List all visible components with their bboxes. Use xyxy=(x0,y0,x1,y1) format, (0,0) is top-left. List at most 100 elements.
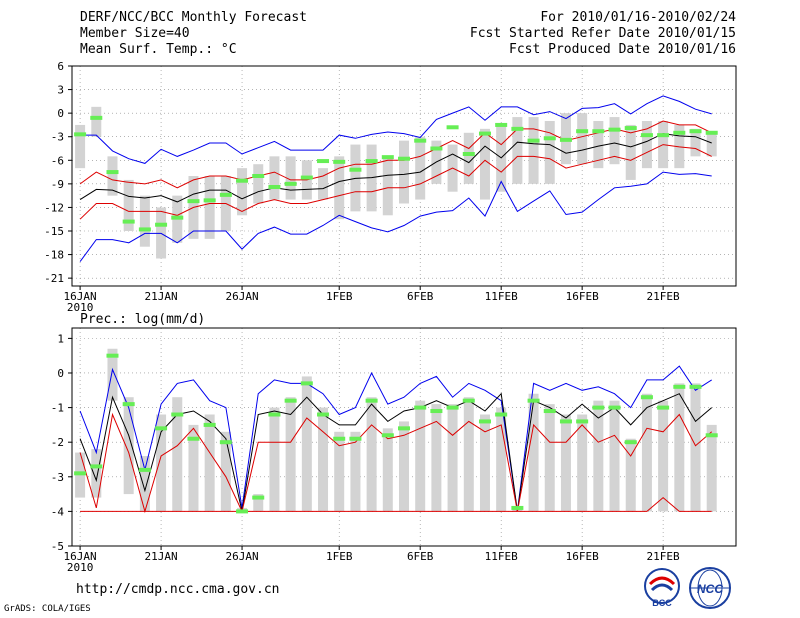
mode-marker xyxy=(203,422,216,427)
mode-marker xyxy=(268,185,281,189)
member-size: Member Size=40 xyxy=(80,26,190,41)
mode-marker xyxy=(138,467,151,472)
spread-box xyxy=(690,383,701,512)
mode-marker xyxy=(430,146,443,151)
mode-marker xyxy=(106,170,119,175)
y-tick-label: -9 xyxy=(51,178,64,191)
spread-box xyxy=(706,132,717,157)
mode-marker xyxy=(689,129,702,134)
mode-marker xyxy=(511,505,524,510)
spread-box xyxy=(382,428,393,512)
y-tick-label: -15 xyxy=(44,225,64,238)
y-tick-label: -1 xyxy=(51,402,64,415)
mode-marker xyxy=(349,436,362,441)
y-tick-label: 6 xyxy=(57,60,64,73)
spread-box xyxy=(415,136,426,200)
mode-marker xyxy=(657,405,670,410)
spread-box xyxy=(593,400,604,512)
spread-box xyxy=(204,414,215,512)
spread-box xyxy=(107,156,118,196)
mode-marker xyxy=(236,509,249,514)
mode-marker xyxy=(122,219,135,224)
spread-box xyxy=(107,348,118,401)
mode-marker xyxy=(414,138,427,143)
spread-box xyxy=(544,404,555,512)
spread-box xyxy=(496,407,507,512)
spread-box xyxy=(301,376,312,512)
mode-marker xyxy=(398,426,410,431)
mode-marker xyxy=(446,405,459,410)
mode-marker xyxy=(543,136,556,141)
mode-marker xyxy=(430,409,443,414)
mode-marker xyxy=(284,181,297,186)
x-tick-label: 26JAN xyxy=(225,550,258,563)
x-tick-label: 16FEB xyxy=(566,290,599,303)
spread-box xyxy=(544,121,555,184)
spread-box xyxy=(334,431,345,512)
bcc-logo-text: BCC xyxy=(652,598,672,608)
spread-box xyxy=(285,397,296,512)
y-tick-label: -5 xyxy=(51,540,64,553)
mode-marker xyxy=(576,129,589,134)
mode-marker xyxy=(122,402,135,407)
spread-box xyxy=(91,106,102,137)
mode-marker xyxy=(252,174,265,178)
mode-marker xyxy=(527,398,540,403)
plot-frame xyxy=(71,65,737,287)
mode-marker xyxy=(284,398,297,403)
spread-box xyxy=(463,397,474,512)
mode-marker xyxy=(171,412,184,417)
spread-box xyxy=(334,156,345,220)
mode-marker xyxy=(300,175,313,180)
mode-marker xyxy=(317,159,330,164)
mode-marker xyxy=(543,409,556,414)
mode-marker xyxy=(90,115,103,120)
y-tick-label: -21 xyxy=(44,272,64,285)
variable-name: Mean Surf. Temp.: °C xyxy=(80,42,237,57)
spread-box xyxy=(220,431,231,512)
series-upper-line xyxy=(79,120,712,189)
mode-marker xyxy=(155,426,168,431)
mode-marker xyxy=(171,215,184,220)
x-tick-label: 21FEB xyxy=(647,290,680,303)
spread-box xyxy=(625,438,636,512)
mode-marker xyxy=(74,132,87,137)
mode-marker xyxy=(462,398,475,403)
spread-box xyxy=(204,176,215,239)
mode-marker xyxy=(657,133,670,138)
spread-box xyxy=(625,124,636,180)
x-tick-label: 16JAN xyxy=(64,550,97,563)
y-tick-label: -18 xyxy=(44,249,64,262)
mode-marker xyxy=(640,395,653,400)
mode-marker xyxy=(624,440,637,445)
mode-marker xyxy=(138,227,151,232)
ncc-logo: NCC xyxy=(689,567,731,609)
x-tick-label: 21FEB xyxy=(647,550,680,563)
mode-marker xyxy=(495,122,508,127)
x-tick-label: 21JAN xyxy=(145,290,178,303)
spread-box xyxy=(577,414,588,512)
x-tick-label: 11FEB xyxy=(485,290,518,303)
fcst-start-date: Fcst Started Refer Date 2010/01/15 xyxy=(469,26,736,41)
spread-box xyxy=(479,128,490,200)
x-tick-label: 1FEB xyxy=(326,550,353,563)
mode-marker xyxy=(462,152,475,156)
mode-marker xyxy=(673,384,686,389)
spread-box xyxy=(318,168,329,200)
series-max-line xyxy=(80,95,712,164)
spread-box xyxy=(139,195,150,247)
mode-marker xyxy=(365,159,378,164)
mode-marker xyxy=(640,133,653,138)
spread-box xyxy=(188,424,199,512)
spread-box xyxy=(658,400,669,512)
x-tick-label: 21JAN xyxy=(145,550,178,563)
spread-box xyxy=(674,383,685,512)
mode-marker xyxy=(333,436,346,441)
mode-marker xyxy=(333,159,346,164)
mode-marker xyxy=(414,405,427,410)
x-tick-label: 16JAN xyxy=(64,290,97,303)
mode-marker xyxy=(608,127,621,132)
spread-box xyxy=(560,414,571,512)
spread-box xyxy=(528,117,539,184)
